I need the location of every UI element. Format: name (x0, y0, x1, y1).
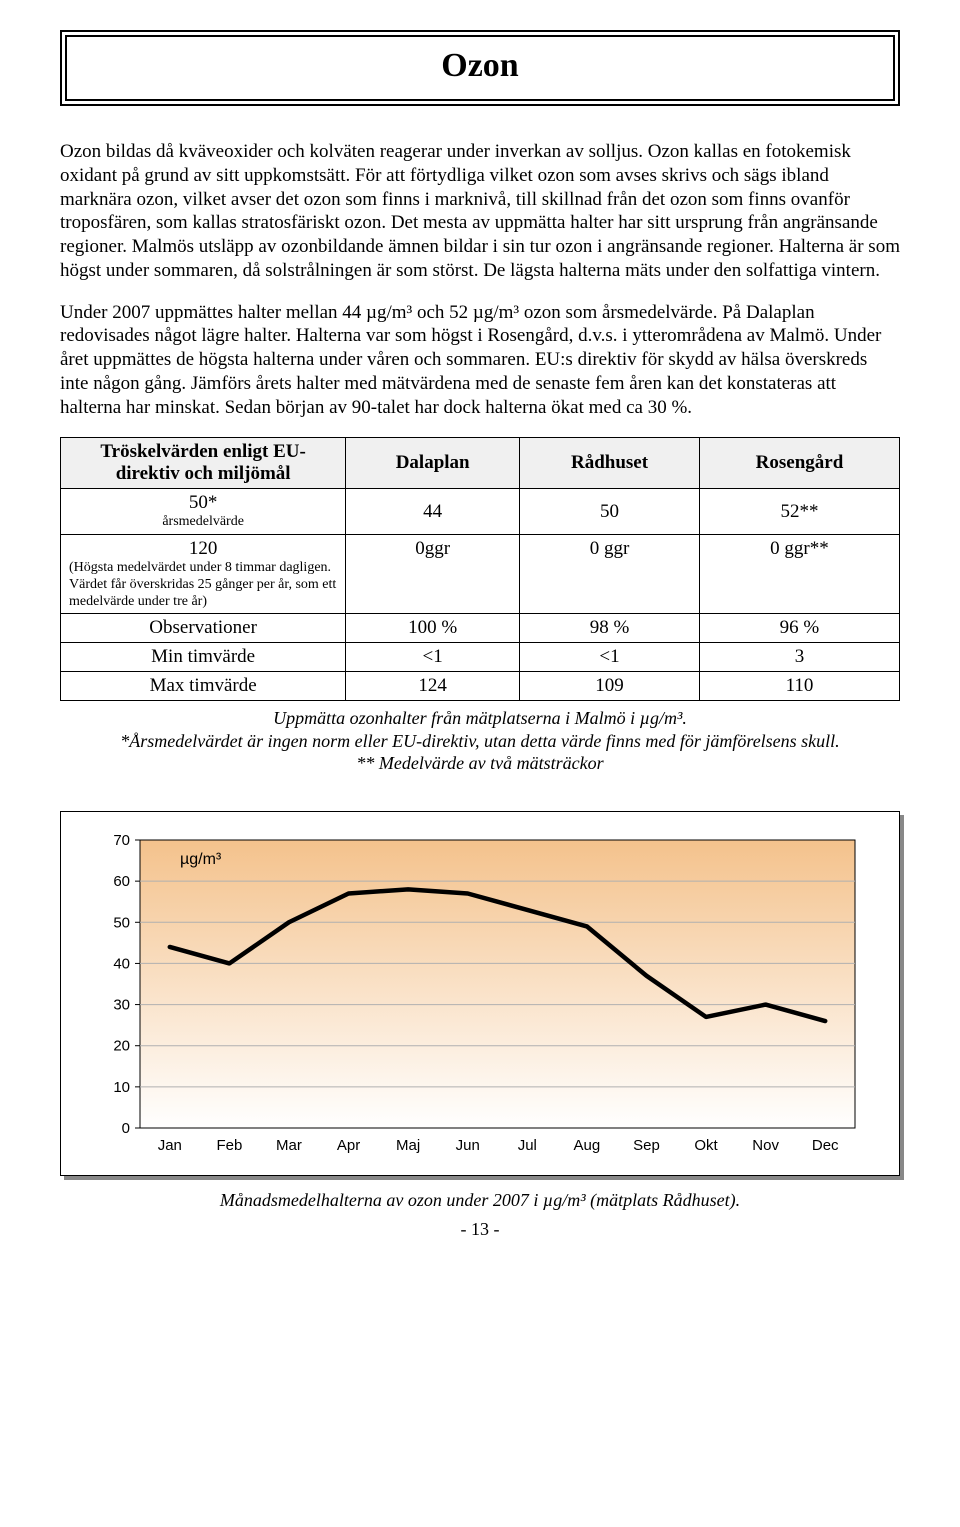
svg-text:µg/m³: µg/m³ (180, 851, 222, 868)
paragraph-2: Under 2007 uppmättes halter mellan 44 µg… (60, 301, 900, 420)
cell: 0 ggr** (699, 535, 899, 614)
table-header-row: Tröskelvärden enligt EU-direktiv och mil… (61, 438, 900, 489)
table-row: Min timvärde <1 <1 3 (61, 643, 900, 672)
table-row: 120(Högsta medelvärdet under 8 timmar da… (61, 535, 900, 614)
row2-label: Observationer (149, 617, 257, 638)
paragraph-1: Ozon bildas då kväveoxider och kolväten … (60, 140, 900, 283)
cell: <1 (520, 643, 700, 672)
table-row: 50*årsmedelvärde 44 50 52** (61, 489, 900, 535)
cell: 100 % (346, 614, 520, 643)
table-row: Observationer 100 % 98 % 96 % (61, 614, 900, 643)
note-line: Uppmätta ozonhalter från mätplatserna i … (60, 707, 900, 730)
row3-label: Min timvärde (151, 646, 255, 667)
svg-text:20: 20 (113, 1038, 130, 1055)
cell: 110 (699, 672, 899, 701)
table-notes: Uppmätta ozonhalter från mätplatserna i … (60, 707, 900, 775)
page-title: Ozon (67, 47, 893, 85)
svg-text:10: 10 (113, 1079, 130, 1096)
row1-label: 120 (189, 538, 218, 559)
cell: 52** (699, 489, 899, 535)
svg-text:Mar: Mar (276, 1137, 302, 1154)
svg-text:Jan: Jan (158, 1137, 182, 1154)
svg-text:50: 50 (113, 914, 130, 931)
svg-text:Sep: Sep (633, 1137, 660, 1154)
row0-sub: årsmedelvärde (69, 514, 337, 531)
svg-text:30: 30 (113, 997, 130, 1014)
chart-caption: Månadsmedelhalterna av ozon under 2007 i… (60, 1190, 900, 1211)
table-header-3: Rosengård (699, 438, 899, 489)
svg-text:40: 40 (113, 955, 130, 972)
svg-text:Maj: Maj (396, 1137, 420, 1154)
svg-text:Okt: Okt (694, 1137, 718, 1154)
cell: 98 % (520, 614, 700, 643)
svg-text:70: 70 (113, 832, 130, 849)
cell: <1 (346, 643, 520, 672)
cell: 96 % (699, 614, 899, 643)
table-row: Max timvärde 124 109 110 (61, 672, 900, 701)
svg-text:Jun: Jun (456, 1137, 480, 1154)
page-number: - 13 - (60, 1219, 900, 1240)
title-frame: Ozon (60, 30, 900, 106)
row1-sub: (Högsta medelvärdet under 8 timmar dagli… (69, 560, 337, 610)
ozone-chart-frame: 0 10 20 30 40 50 60 70 Jan Feb Mar Apr Maj Jun Jul Aug S… (60, 811, 900, 1176)
threshold-table: Tröskelvärden enligt EU-direktiv och mil… (60, 437, 900, 701)
svg-text:Aug: Aug (574, 1137, 601, 1154)
svg-text:Nov: Nov (752, 1137, 779, 1154)
row4-label: Max timvärde (150, 675, 257, 696)
svg-text:Dec: Dec (812, 1137, 839, 1154)
row0-label: 50* (189, 492, 218, 513)
cell: 3 (699, 643, 899, 672)
table-header-0: Tröskelvärden enligt EU-direktiv och mil… (61, 438, 346, 489)
svg-text:Feb: Feb (216, 1137, 242, 1154)
cell: 44 (346, 489, 520, 535)
svg-text:Jul: Jul (518, 1137, 537, 1154)
cell: 50 (520, 489, 700, 535)
cell: 0ggr (346, 535, 520, 614)
note-line: ** Medelvärde av två mätsträckor (60, 752, 900, 775)
svg-text:Apr: Apr (337, 1137, 360, 1154)
cell: 0 ggr (520, 535, 700, 614)
body-text: Ozon bildas då kväveoxider och kolväten … (60, 140, 900, 419)
table-header-1: Dalaplan (346, 438, 520, 489)
note-line: *Årsmedelvärdet är ingen norm eller EU-d… (60, 730, 900, 753)
cell: 124 (346, 672, 520, 701)
cell: 109 (520, 672, 700, 701)
svg-text:0: 0 (122, 1120, 130, 1137)
table-header-2: Rådhuset (520, 438, 700, 489)
svg-text:60: 60 (113, 873, 130, 890)
ozone-chart: 0 10 20 30 40 50 60 70 Jan Feb Mar Apr Maj Jun Jul Aug S… (85, 830, 875, 1160)
